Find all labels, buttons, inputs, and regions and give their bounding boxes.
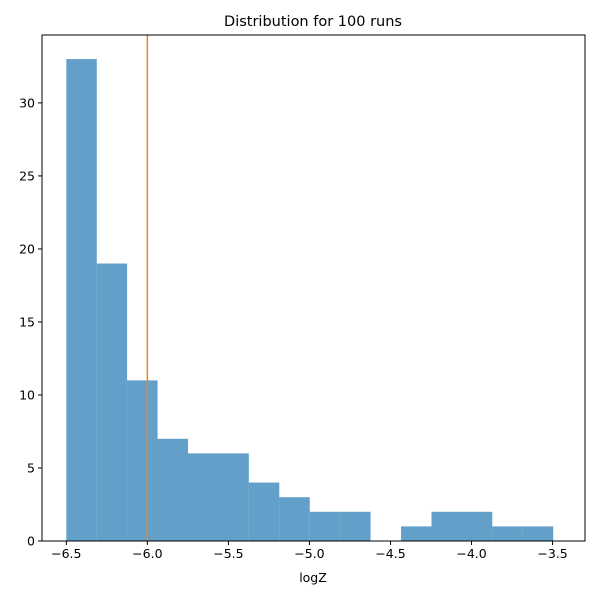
- histogram-bar: [340, 511, 371, 541]
- x-tick-label: −4.5: [375, 546, 405, 561]
- histogram-bar: [188, 453, 219, 541]
- histogram-bar: [431, 511, 462, 541]
- histogram-bar: [279, 497, 310, 541]
- x-tick-label: −4.0: [456, 546, 486, 561]
- y-tick-label: 20: [19, 241, 35, 256]
- x-tick-label: −6.5: [51, 546, 81, 561]
- histogram-bar: [66, 59, 97, 541]
- histogram-bar: [522, 526, 554, 541]
- y-axis-ticks: 0 5 10 15 20 25 30: [19, 95, 42, 549]
- x-tick-label: −5.5: [213, 546, 243, 561]
- histogram-bar: [96, 263, 128, 541]
- histogram-bar: [127, 380, 158, 541]
- histogram-bar: [492, 526, 523, 541]
- histogram-bar: [157, 438, 189, 541]
- histogram-bar: [218, 453, 249, 541]
- bars-layer: [66, 59, 554, 541]
- x-tick-label: −3.5: [537, 546, 567, 561]
- x-axis-ticks: −6.5 −6.0 −5.5 −5.0 −4.5 −4.0 −3.5: [51, 541, 568, 561]
- x-tick-label: −5.0: [294, 546, 324, 561]
- x-tick-label: −6.0: [132, 546, 162, 561]
- y-tick-label: 15: [19, 314, 35, 329]
- y-tick-label: 25: [19, 168, 35, 183]
- histogram-bar: [461, 511, 493, 541]
- plot-frame: [41, 34, 586, 542]
- y-tick-label: 0: [27, 534, 35, 549]
- histogram-bar: [309, 511, 341, 541]
- chart-title: Distribution for 100 runs: [224, 14, 402, 30]
- histogram-bar: [401, 526, 432, 541]
- x-axis-label: logZ: [299, 570, 327, 585]
- histogram-bar: [248, 482, 280, 541]
- y-tick-label: 30: [19, 95, 35, 110]
- y-tick-label: 5: [27, 460, 35, 475]
- y-tick-label: 10: [19, 387, 35, 402]
